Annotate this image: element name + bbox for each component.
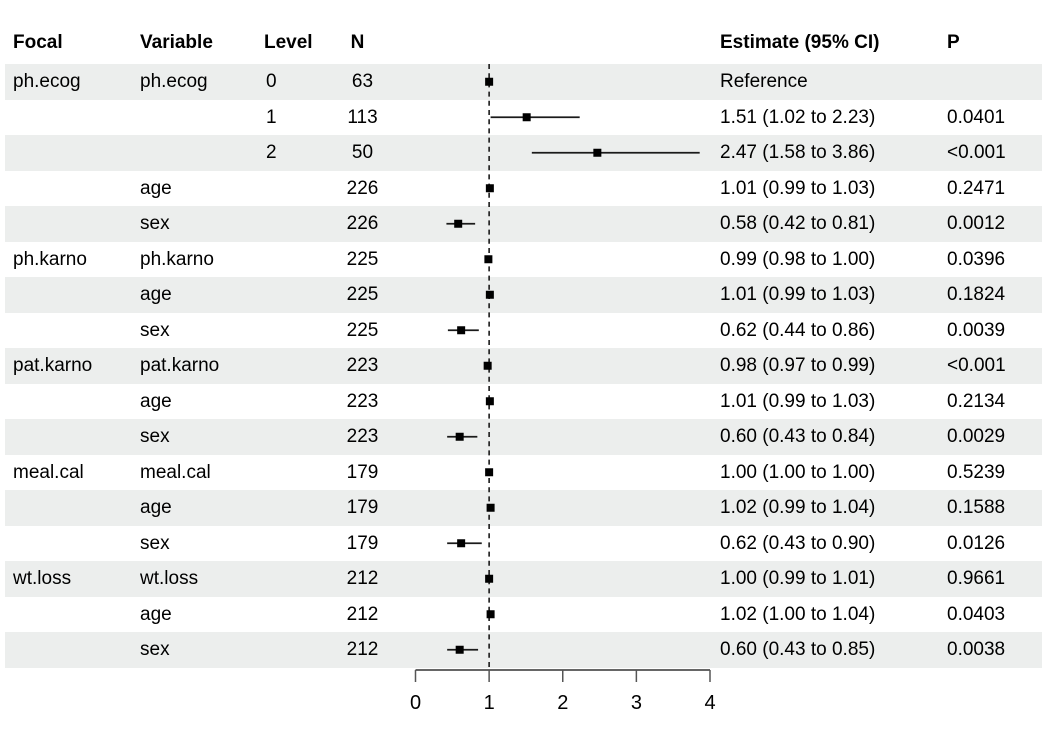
estimate-cell: 0.60 (0.43 to 0.85) [720,639,876,660]
variable-cell: pat.karno [140,355,220,376]
estimate-cell: 1.01 (0.99 to 1.03) [720,177,876,199]
p-value-cell: 0.9661 [947,568,1006,589]
table-row: meal.cal meal.cal 179 1.00 (1.00 to 1.00… [5,455,1042,491]
table-row: sex 179 0.62 (0.43 to 0.90) 0.0126 [5,526,1042,562]
variable-cell: sex [140,639,170,660]
p-value-cell: 0.0029 [947,426,1006,447]
estimate-cell: 0.99 (0.98 to 1.00) [720,248,876,270]
table-row: pat.karno pat.karno 223 0.98 (0.97 to 0.… [5,348,1042,384]
table-row: age 223 1.01 (0.99 to 1.03) 0.2134 [5,384,1042,420]
col-header-variable: Variable [140,32,213,53]
estimate-cell: 1.02 (1.00 to 1.04) [720,603,876,625]
estimate-cell: 0.62 (0.43 to 0.90) [720,532,876,554]
table-row: age 226 1.01 (0.99 to 1.03) 0.2471 [5,171,1042,207]
n-cell: 225 [346,248,379,270]
variable-cell: age [140,603,172,625]
n-cell: 179 [346,497,379,518]
col-header-n: N [350,32,365,53]
estimate-cell: 1.51 (1.02 to 2.23) [720,106,876,128]
p-value-cell: 0.0012 [947,213,1006,234]
table-row: 2 50 2.47 (1.58 to 3.86) <0.001 [5,135,1042,171]
n-cell: 223 [346,426,379,447]
n-cell: 212 [346,603,379,625]
p-value-cell: 0.0396 [947,248,1006,270]
estimate-cell: 1.00 (0.99 to 1.01) [720,568,876,589]
n-cell: 226 [346,213,379,234]
estimate-cell: 0.60 (0.43 to 0.84) [720,426,876,447]
variable-cell: sex [140,532,170,554]
col-header-estimate: Estimate (95% CI) [720,32,880,53]
estimate-cell: 1.02 (0.99 to 1.04) [720,497,876,518]
table-row: ph.karno ph.karno 225 0.99 (0.98 to 1.00… [5,242,1042,278]
variable-cell: ph.karno [140,248,214,270]
p-value-cell: <0.001 [947,142,1006,163]
level-cell: 0 [266,71,277,92]
variable-cell: age [140,177,172,199]
table-row: age 225 1.01 (0.99 to 1.03) 0.1824 [5,277,1042,313]
level-cell: 2 [266,142,277,163]
p-value-cell: 0.2471 [947,177,1006,199]
table-row: sex 226 0.58 (0.42 to 0.81) 0.0012 [5,206,1042,242]
n-cell: 223 [346,355,379,376]
variable-cell: ph.ecog [140,71,208,92]
variable-cell: sex [140,426,170,447]
n-cell: 179 [346,461,379,483]
col-header-level: Level [264,32,313,53]
table-row: sex 223 0.60 (0.43 to 0.84) 0.0029 [5,419,1042,455]
focal-cell: pat.karno [13,355,93,376]
p-value-cell: 0.0038 [947,639,1006,660]
col-header-p: P [947,32,960,53]
table-row: sex 212 0.60 (0.43 to 0.85) 0.0038 [5,632,1042,668]
n-cell: 179 [346,532,379,554]
n-cell: 223 [346,390,379,412]
n-cell: 225 [346,284,379,305]
variable-cell: sex [140,213,170,234]
variable-cell: sex [140,319,170,341]
table-row: age 212 1.02 (1.00 to 1.04) 0.0403 [5,597,1042,633]
estimate-cell: 1.00 (1.00 to 1.00) [720,461,876,483]
estimate-cell: 1.01 (0.99 to 1.03) [720,390,876,412]
estimate-cell: 2.47 (1.58 to 3.86) [720,142,876,163]
variable-cell: wt.loss [140,568,199,589]
focal-cell: ph.karno [13,248,87,270]
n-cell: 50 [351,142,374,163]
estimate-cell: 0.58 (0.42 to 0.81) [720,213,876,234]
n-cell: 225 [346,319,379,341]
p-value-cell: 0.2134 [947,390,1006,412]
variable-cell: age [140,497,172,518]
estimate-cell: 0.62 (0.44 to 0.86) [720,319,876,341]
table-row: ph.ecog ph.ecog 0 63 Reference [5,64,1042,100]
focal-cell: ph.ecog [13,71,81,92]
p-value-cell: <0.001 [947,355,1006,376]
p-value-cell: 0.0401 [947,106,1006,128]
variable-cell: age [140,284,172,305]
col-header-focal: Focal [13,32,63,53]
n-cell: 212 [346,568,379,589]
p-value-cell: 0.0126 [947,532,1006,554]
variable-cell: meal.cal [140,461,211,483]
focal-cell: wt.loss [13,568,72,589]
table-row: 1 113 1.51 (1.02 to 2.23) 0.0401 [5,100,1042,136]
p-value-cell: 0.1824 [947,284,1006,305]
table-row: age 179 1.02 (0.99 to 1.04) 0.1588 [5,490,1042,526]
n-cell: 63 [351,71,374,92]
focal-cell: meal.cal [13,461,84,483]
variable-cell: age [140,390,172,412]
p-value-cell: 0.0403 [947,603,1006,625]
p-value-cell: 0.1588 [947,497,1006,518]
n-cell: 113 [347,106,378,128]
n-cell: 226 [346,177,379,199]
estimate-cell: Reference [720,71,808,92]
estimate-cell: 1.01 (0.99 to 1.03) [720,284,876,305]
estimate-cell: 0.98 (0.97 to 0.99) [720,355,876,376]
p-value-cell: 0.5239 [947,461,1006,483]
table-row: sex 225 0.62 (0.44 to 0.86) 0.0039 [5,313,1042,349]
level-cell: 1 [266,106,277,128]
p-value-cell: 0.0039 [947,319,1006,341]
n-cell: 212 [346,639,379,660]
table-row: wt.loss wt.loss 212 1.00 (0.99 to 1.01) … [5,561,1042,597]
